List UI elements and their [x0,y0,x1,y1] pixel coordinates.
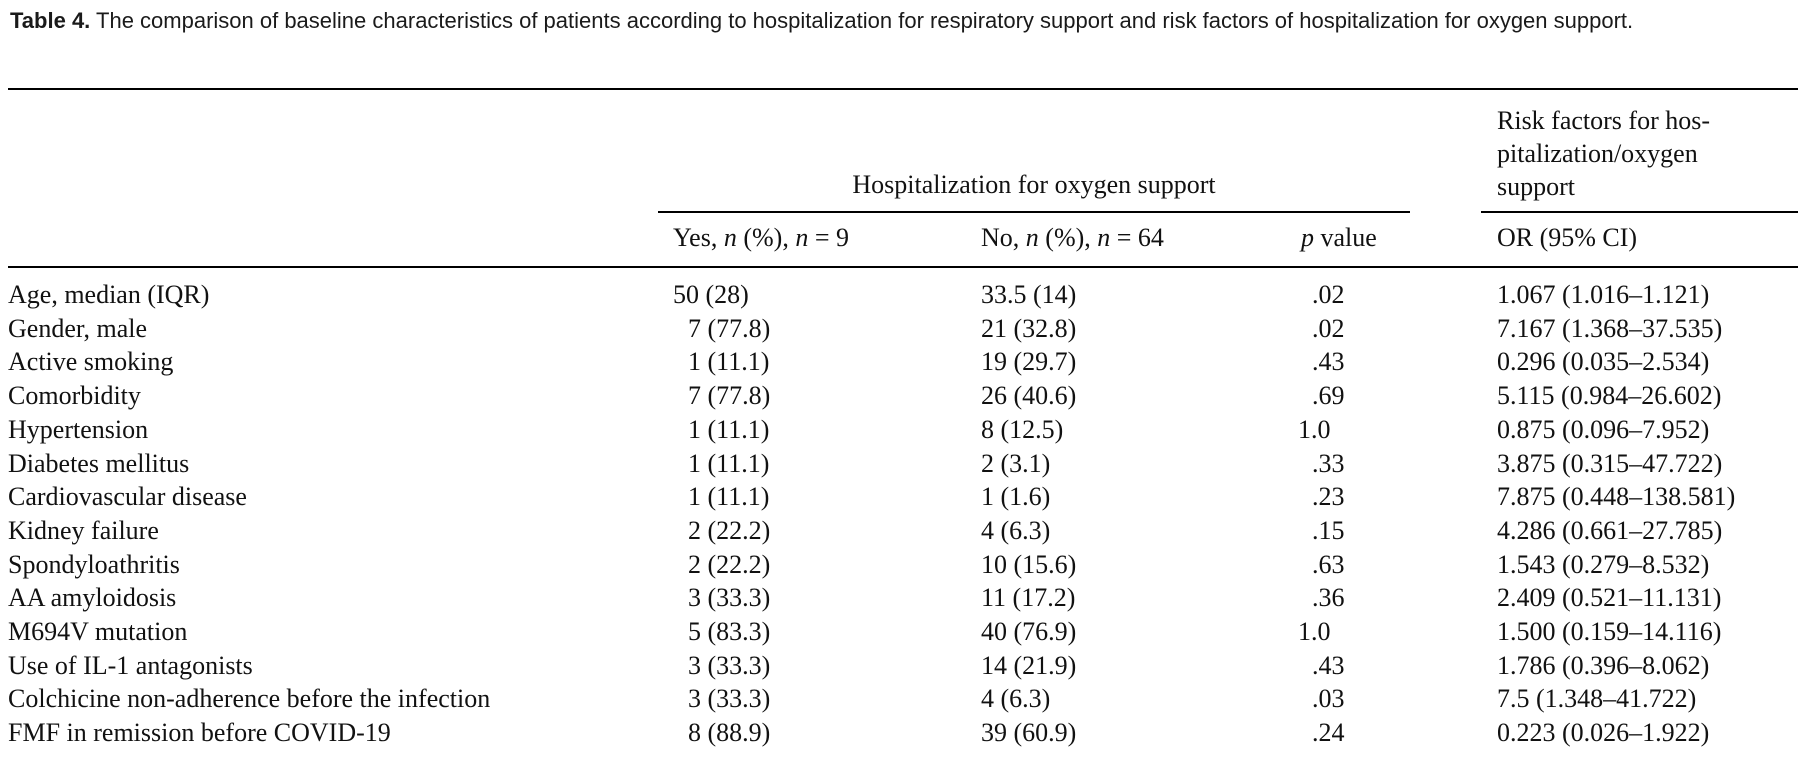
cell-no: 11 (17.2) [981,583,1076,613]
risk-rule [1481,211,1798,213]
cell-p-value: .63 [1312,549,1345,579]
row-label: Hypertension [8,414,149,444]
risk-factors-header: Risk factors for hos-pitalization/oxygen… [1497,106,1711,201]
cell-p-value: .23 [1312,482,1345,512]
cell-no: 4 (6.3) [981,684,1051,714]
group-rule [658,211,1410,213]
table-row: Hypertension 1 (11.1) 8 (12.5) 1.0 0.875 (0.… [0,413,1804,447]
cell-or-ci: 7.167 (1.368–37.535) [1497,313,1723,343]
row-label: Colchicine non-adherence before the infe… [8,684,491,714]
cell-yes: 3 (33.3) [688,684,771,714]
cell-no: 33.5 (14) [981,280,1077,309]
cell-yes: 2 (22.2) [688,515,771,545]
table-row: AA amyloidosis 3 (33.3) 11 (17.2) .36 2.409 … [0,581,1804,615]
cell-p-value: .43 [1312,347,1345,377]
col-header-p: p value [1301,223,1377,252]
row-label: Comorbidity [8,381,141,411]
table-row: Gender, male 7 (77.8) 21 (32.8) .02 7.167 (1… [0,312,1804,346]
table-row: Colchicine non-adherence before the infe… [0,682,1804,716]
row-label: Cardiovascular disease [8,482,247,512]
row-label: FMF in remission before COVID-19 [8,718,391,748]
row-label: AA amyloidosis [8,583,177,613]
table-row: Use of IL-1 antagonists 3 (33.3) 14 (21.9)… [0,649,1804,683]
cell-p-value: .02 [1312,313,1345,343]
table-row: FMF in remission before COVID-19 8 (88.9)… [0,716,1804,750]
cell-yes: 1 (11.1) [688,482,770,512]
cell-yes: 2 (22.2) [688,549,771,579]
cell-yes: 1 (11.1) [688,414,770,444]
cell-no: 19 (29.7) [981,347,1077,377]
top-rule [8,88,1798,90]
cell-p-value: .36 [1312,583,1345,613]
cell-or-ci: 0.875 (0.096–7.952) [1497,414,1710,444]
cell-p-value: .15 [1312,515,1345,545]
cell-yes: 3 (33.3) [688,583,771,613]
cell-or-ci: 3.875 (0.315–47.722) [1497,448,1723,478]
cell-no: 14 (21.9) [981,650,1077,680]
cell-yes: 1 (11.1) [688,347,770,377]
cell-p-value: .43 [1312,650,1345,680]
cell-yes: 5 (83.3) [688,617,771,646]
col-header-or: OR (95% CI) [1497,223,1638,252]
row-label: M694V mutation [8,617,188,646]
caption-text: The comparison of baseline characteristi… [96,8,1634,33]
row-label: Use of IL-1 antagonists [8,650,253,680]
cell-or-ci: 4.286 (0.661–27.785) [1497,515,1723,545]
col-header-yes: Yes, n (%), n = 9 [673,223,849,252]
cell-or-ci: 0.296 (0.035–2.534) [1497,347,1710,377]
cell-p-value: .02 [1312,280,1345,309]
table-row: M694V mutation 5 (83.3) 40 (76.9) 1.0 1.500 … [0,615,1804,649]
table-row: Active smoking 1 (11.1) 19 (29.7) .43 0.296 … [0,345,1804,379]
table-row: Comorbidity 7 (77.8) 26 (40.6) .69 5.115 (0.… [0,379,1804,413]
cell-p-value: .33 [1312,448,1345,478]
cell-no: 39 (60.9) [981,718,1077,748]
table-row: Kidney failure 2 (22.2) 4 (6.3) .15 4.286 (0… [0,514,1804,548]
header-bottom-rule [8,266,1798,268]
cell-p-value: .03 [1312,684,1345,714]
cell-yes: 1 (11.1) [688,448,770,478]
cell-yes: 50 (28) [673,280,749,309]
row-label: Diabetes mellitus [8,448,190,478]
cell-yes: 7 (77.8) [688,313,771,343]
cell-or-ci: 0.223 (0.026–1.922) [1497,718,1710,748]
cell-p-value: .69 [1312,381,1345,411]
cell-p-value: .24 [1312,718,1345,748]
cell-no: 1 (1.6) [981,482,1051,512]
cell-p-value: 1.0 [1298,414,1331,444]
table-row: Age, median (IQR) 50 (28) 33.5 (14) .02 1.06… [0,278,1804,312]
col-header-no: No, n (%), n = 64 [981,223,1164,252]
cell-no: 10 (15.6) [981,549,1077,579]
table-row: Cardiovascular disease 1 (11.1) 1 (1.6) .23… [0,480,1804,514]
cell-or-ci: 7.5 (1.348–41.722) [1497,684,1697,714]
table-row: Diabetes mellitus 1 (11.1) 2 (3.1) .33 3.875… [0,447,1804,481]
row-label: Active smoking [8,347,174,377]
cell-or-ci: 1.500 (0.159–14.116) [1497,617,1722,646]
cell-no: 2 (3.1) [981,448,1051,478]
cell-yes: 8 (88.9) [688,718,771,748]
cell-no: 4 (6.3) [981,515,1051,545]
cell-or-ci: 2.409 (0.521–11.131) [1497,583,1722,613]
row-label: Age, median (IQR) [8,280,210,309]
cell-or-ci: 1.786 (0.396–8.062) [1497,650,1710,680]
cell-or-ci: 1.543 (0.279–8.532) [1497,549,1710,579]
row-label: Spondyloathritis [8,549,180,579]
cell-no: 40 (76.9) [981,617,1077,646]
table-row: Spondyloathritis 2 (22.2) 10 (15.6) .63 1.54… [0,548,1804,582]
cell-no: 8 (12.5) [981,414,1064,444]
cell-or-ci: 5.115 (0.984–26.602) [1497,381,1722,411]
cell-or-ci: 1.067 (1.016–1.121) [1497,280,1710,309]
row-label: Gender, male [8,313,148,343]
cell-no: 21 (32.8) [981,313,1077,343]
cell-or-ci: 7.875 (0.448–138.581) [1497,482,1736,512]
table-caption: Table 4. The comparison of baseline char… [10,4,1796,37]
hospitalization-group-header: Hospitalization for oxygen support [852,170,1216,199]
cell-p-value: 1.0 [1298,617,1331,646]
cell-yes: 3 (33.3) [688,650,771,680]
row-label: Kidney failure [8,515,159,545]
table-label: Table 4. [10,8,91,33]
cell-yes: 7 (77.8) [688,381,771,411]
cell-no: 26 (40.6) [981,381,1077,411]
